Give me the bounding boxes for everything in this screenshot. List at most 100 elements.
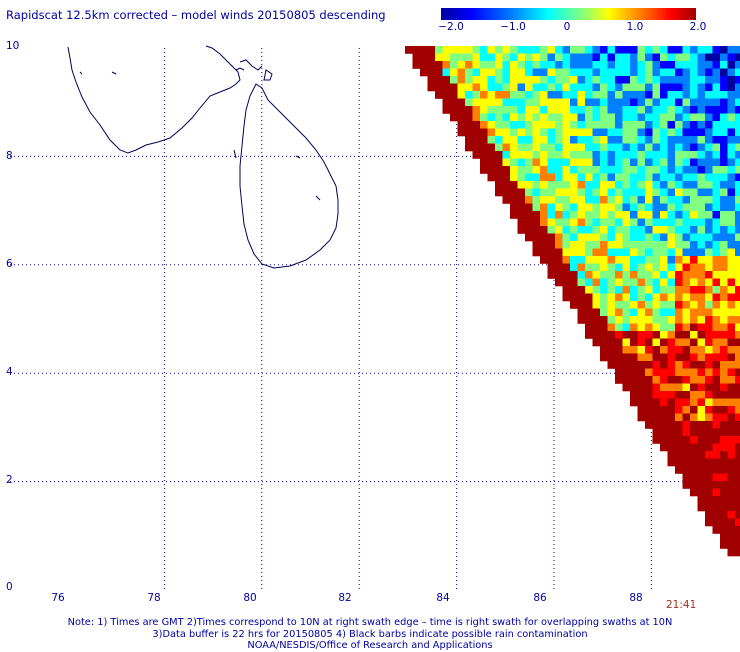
wind-cell <box>735 436 740 444</box>
wind-cell <box>472 76 481 84</box>
wind-cell <box>660 263 668 272</box>
wind-cell <box>630 368 638 377</box>
y-tick-label: 2 <box>6 474 13 486</box>
wind-cell <box>607 316 616 324</box>
wind-cell <box>660 61 668 69</box>
wind-cell <box>577 91 586 99</box>
wind-cell <box>622 68 631 77</box>
wind-cell <box>720 361 728 369</box>
wind-cell <box>705 196 713 204</box>
wind-cell <box>645 278 653 287</box>
wind-cell <box>570 263 578 272</box>
wind-cell <box>637 143 646 152</box>
wind-cell <box>705 61 713 69</box>
wind-cell <box>517 211 526 219</box>
wind-cell <box>637 338 646 347</box>
wind-cell <box>727 473 736 482</box>
wind-cell <box>532 203 541 212</box>
wind-cell <box>630 151 638 159</box>
wind-cell <box>720 466 728 474</box>
wind-cell <box>690 241 698 249</box>
wind-cell <box>735 428 740 437</box>
wind-cell <box>660 293 668 302</box>
wind-cell <box>735 473 740 482</box>
wind-cell <box>712 293 721 302</box>
wind-cell <box>690 338 698 347</box>
wind-cell <box>570 218 578 227</box>
wind-cell <box>675 233 683 242</box>
wind-cell <box>675 173 683 182</box>
wind-cell <box>697 98 706 107</box>
wind-cell <box>540 53 548 62</box>
wind-cell <box>690 196 698 204</box>
wind-cell <box>622 368 631 377</box>
wind-cell <box>577 83 586 92</box>
wind-cell <box>472 46 481 54</box>
wind-cell <box>682 98 691 107</box>
wind-cell <box>720 166 728 174</box>
wind-cell <box>420 68 428 77</box>
wind-cell <box>555 256 563 264</box>
wind-cell <box>570 166 578 174</box>
wind-cell <box>727 308 736 317</box>
wind-cell <box>525 218 533 227</box>
wind-cell <box>487 68 496 77</box>
wind-cell <box>450 76 458 84</box>
wind-cell <box>547 151 556 159</box>
wind-cell <box>660 181 668 189</box>
wind-cell <box>562 263 571 272</box>
wind-cell <box>562 211 571 219</box>
wind-cell <box>615 233 623 242</box>
wind-cell <box>690 91 698 99</box>
wind-cell <box>502 106 511 114</box>
wind-cell <box>517 106 526 114</box>
wind-cell <box>660 301 668 309</box>
wind-cell <box>682 173 691 182</box>
wind-cell <box>652 121 661 129</box>
wind-cell <box>682 376 691 384</box>
wind-cell <box>712 503 721 512</box>
wind-cell <box>652 151 661 159</box>
wind-cell <box>652 91 661 99</box>
wind-cell <box>727 443 736 452</box>
wind-cell <box>675 443 683 452</box>
wind-cell <box>735 331 740 339</box>
wind-cell <box>712 398 721 407</box>
wind-cell <box>712 113 721 122</box>
wind-cell <box>487 91 496 99</box>
wind-cell <box>697 316 706 324</box>
wind-cell <box>465 113 473 122</box>
wind-cell <box>727 196 736 204</box>
wind-cell <box>660 76 668 84</box>
wind-cell <box>667 241 676 249</box>
wind-cell <box>570 68 578 77</box>
wind-cell <box>667 331 676 339</box>
wind-cell <box>532 196 541 204</box>
wind-cell <box>577 301 586 309</box>
wind-cell <box>615 226 623 234</box>
wind-cell <box>652 278 661 287</box>
wind-cell <box>660 218 668 227</box>
wind-cell <box>585 263 593 272</box>
wind-cell <box>697 361 706 369</box>
wind-cell <box>570 158 578 167</box>
wind-cell <box>735 278 740 287</box>
wind-cell <box>667 46 676 54</box>
wind-cell <box>727 331 736 339</box>
wind-cell <box>712 413 721 422</box>
wind-cell <box>697 121 706 129</box>
wind-cell <box>555 143 563 152</box>
wind-cell <box>675 293 683 302</box>
wind-cell <box>457 46 466 54</box>
wind-cell <box>675 188 683 197</box>
wind-cell <box>622 226 631 234</box>
wind-cell <box>577 293 586 302</box>
wind-cell <box>540 46 548 54</box>
wind-cell <box>637 331 646 339</box>
wind-cell <box>457 98 466 107</box>
wind-cell <box>667 368 676 377</box>
wind-cell <box>585 316 593 324</box>
wind-cell <box>630 91 638 99</box>
wind-cell <box>525 46 533 54</box>
wind-cell <box>712 143 721 152</box>
